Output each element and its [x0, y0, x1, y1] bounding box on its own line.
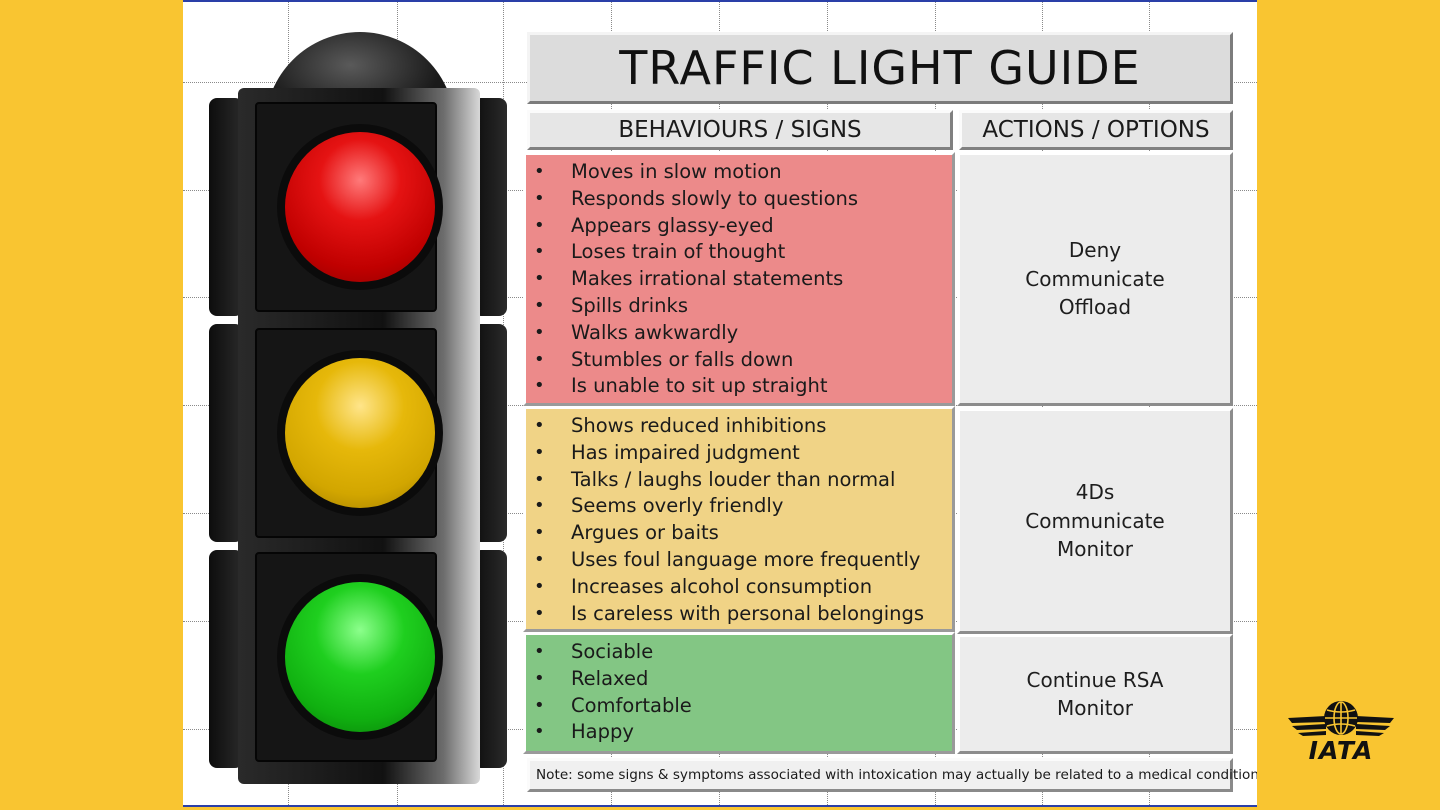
- list-item: Appears glassy-eyed: [534, 213, 952, 240]
- guide-title: TRAFFIC LIGHT GUIDE: [527, 32, 1233, 104]
- traffic-light-wing: [209, 98, 243, 316]
- red-behaviours-list: Moves in slow motion Responds slowly to …: [534, 159, 952, 400]
- list-item: Relaxed: [534, 666, 952, 693]
- list-item: Makes irrational statements: [534, 266, 952, 293]
- red-behaviours-section: Moves in slow motion Responds slowly to …: [523, 152, 955, 406]
- list-item: Argues or baits: [534, 520, 952, 547]
- green-behaviours-section: Sociable Relaxed Comfortable Happy: [523, 632, 955, 754]
- list-item: Is careless with personal belongings: [534, 601, 952, 628]
- yellow-actions-cell: 4Ds Communicate Monitor: [957, 408, 1233, 634]
- action-item: Monitor: [1056, 537, 1134, 562]
- footnote: Note: some signs & symptoms associated w…: [527, 758, 1257, 792]
- action-item: Deny: [1068, 238, 1122, 263]
- action-item: 4Ds: [1075, 480, 1115, 505]
- list-item: Responds slowly to questions: [534, 186, 952, 213]
- list-item: Spills drinks: [534, 293, 952, 320]
- traffic-light-wing: [209, 550, 243, 768]
- list-item: Loses train of thought: [534, 239, 952, 266]
- red-lamp: [285, 132, 435, 282]
- list-item: Moves in slow motion: [534, 159, 952, 186]
- list-item: Increases alcohol consumption: [534, 574, 952, 601]
- iata-logo: IATA: [1286, 696, 1396, 768]
- slide: TRAFFIC LIGHT GUIDE BEHAVIOURS / SIGNS A…: [183, 0, 1257, 807]
- yellow-lamp: [285, 358, 435, 508]
- list-item: Seems overly friendly: [534, 493, 952, 520]
- list-item: Uses foul language more frequently: [534, 547, 952, 574]
- list-item: Walks awkwardly: [534, 320, 952, 347]
- iata-globe-wings-icon: [1288, 701, 1394, 736]
- actions-header: ACTIONS / OPTIONS: [959, 110, 1233, 150]
- action-item: Continue RSA: [1026, 667, 1164, 692]
- list-item: Sociable: [534, 639, 952, 666]
- list-item: Happy: [534, 719, 952, 746]
- iata-logo-text: IATA: [1308, 736, 1374, 765]
- action-item: Offload: [1058, 295, 1132, 320]
- action-item: Monitor: [1056, 696, 1134, 720]
- green-behaviours-list: Sociable Relaxed Comfortable Happy: [534, 639, 952, 746]
- list-item: Shows reduced inhibitions: [534, 413, 952, 440]
- red-actions-cell: Deny Communicate Offload: [957, 152, 1233, 406]
- list-item: Comfortable: [534, 693, 952, 720]
- green-lamp: [285, 582, 435, 732]
- action-item: Communicate: [1025, 508, 1165, 533]
- list-item: Talks / laughs louder than normal: [534, 467, 952, 494]
- list-item: Has impaired judgment: [534, 440, 952, 467]
- behaviours-header: BEHAVIOURS / SIGNS: [527, 110, 953, 150]
- traffic-light-wing: [209, 324, 243, 542]
- yellow-behaviours-list: Shows reduced inhibitions Has impaired j…: [534, 413, 952, 627]
- list-item: Is unable to sit up straight: [534, 373, 952, 400]
- green-actions-cell: Continue RSA Monitor: [957, 634, 1233, 754]
- action-item: Communicate: [1025, 266, 1165, 291]
- yellow-behaviours-section: Shows reduced inhibitions Has impaired j…: [523, 406, 955, 632]
- traffic-light-illustration: [183, 2, 523, 805]
- list-item: Stumbles or falls down: [534, 347, 952, 374]
